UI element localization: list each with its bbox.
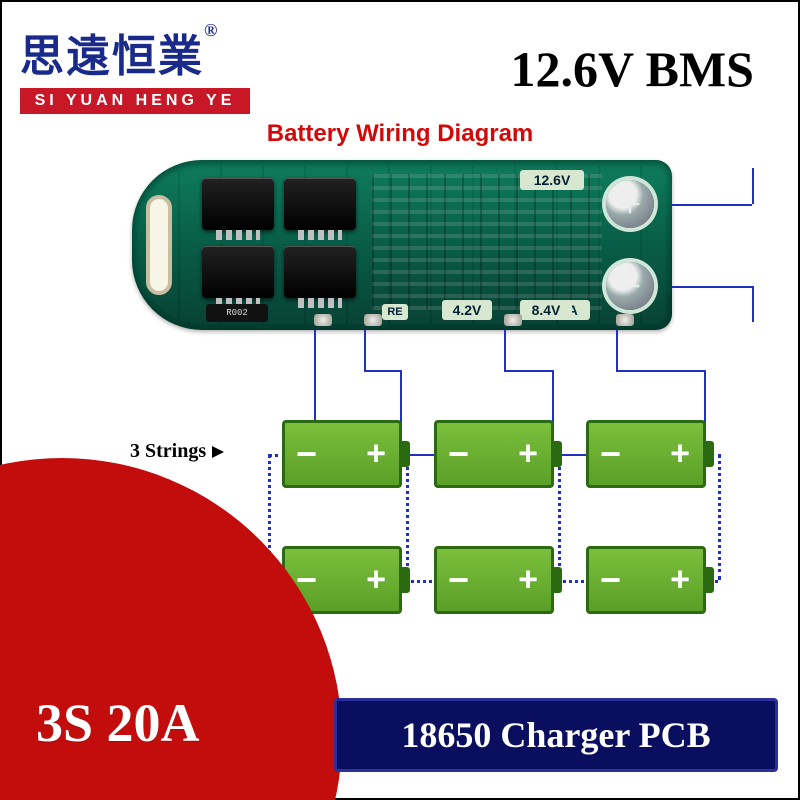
brand-bar: SI YUAN HENG YE (20, 88, 250, 114)
callout-box: 18650 Charger PCB (334, 698, 778, 772)
mosfet-icon (202, 246, 274, 298)
smd-component-area (372, 174, 602, 310)
mosfet-icon (202, 178, 274, 230)
solder-pad (616, 314, 634, 326)
label-3-strings: 3 Strings (130, 440, 224, 463)
solder-pad (504, 314, 522, 326)
callout-spec: 3S 20A (36, 692, 200, 754)
battery-cell: −+ (434, 420, 562, 488)
battery-cell: −+ (282, 420, 410, 488)
battery-cell: −+ (586, 420, 714, 488)
registered-mark: ® (204, 20, 219, 40)
battery-cell: −+ (434, 546, 562, 614)
product-infographic: 思遠恒業® SI YUAN HENG YE 12.6V BMS Battery … (0, 0, 800, 800)
arrow-icon (212, 446, 224, 458)
mount-slot (146, 195, 172, 295)
mosfet-icon (284, 246, 356, 298)
diagram-title: Battery Wiring Diagram (267, 120, 534, 148)
solder-pad (364, 314, 382, 326)
solder-pad (314, 314, 332, 326)
silkscreen-126v: 12.6V (520, 170, 584, 190)
brand-name-cn: 思遠恒業® (20, 20, 250, 84)
silkscreen-84v: 8.4V (520, 300, 572, 320)
silkscreen-42v: 4.2V (442, 300, 492, 320)
brand-logo: 思遠恒業® SI YUAN HENG YE (20, 20, 250, 114)
silkscreen-re: RE (382, 304, 408, 320)
bms-pcb: R002 12.6V RE 4.2V 20A 8.4V (132, 160, 672, 330)
battery-cell: −+ (586, 546, 714, 614)
mosfet-icon (284, 178, 356, 230)
sense-resistor: R002 (206, 304, 268, 322)
terminal-plus-icon (606, 180, 654, 228)
brand-cn-text: 思遠恒業 (20, 32, 204, 81)
callout-product: 18650 Charger PCB (401, 714, 710, 756)
headline-voltage: 12.6V BMS (510, 40, 754, 98)
brand-name-en: SI YUAN HENG YE (35, 92, 236, 110)
terminal-minus-icon (606, 262, 654, 310)
